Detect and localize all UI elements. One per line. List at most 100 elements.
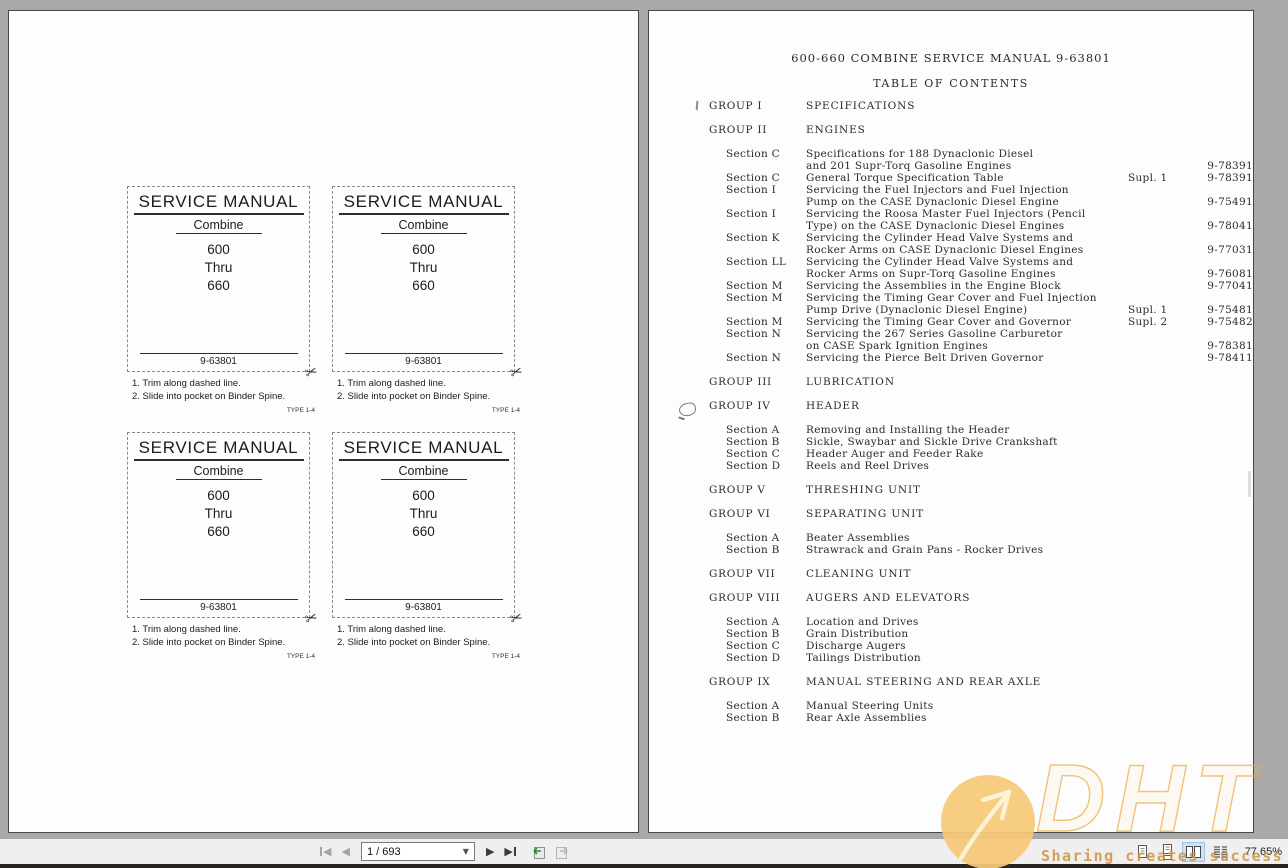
card-instructions: 1. Trim along dashed line. 2. Slide into … <box>127 378 317 403</box>
toc-label: Section I <box>726 208 777 220</box>
toc-group-row: GROUP V THRESHING UNIT <box>709 484 1253 496</box>
toc-label: GROUP I <box>709 100 763 112</box>
toc-label: Section N <box>726 352 782 364</box>
toc-supplement <box>1128 328 1201 340</box>
toc-supplement <box>1128 148 1201 160</box>
single-page-view-button[interactable] <box>1133 843 1152 861</box>
next-view-button[interactable] <box>554 844 572 860</box>
page-number-value: 1 / 693 <box>366 845 401 858</box>
toc-number <box>1201 484 1253 496</box>
toc-number <box>1201 232 1253 244</box>
first-page-bar <box>320 847 322 856</box>
card-subtitle: Combine <box>398 218 449 232</box>
card-cut-outline: SERVICE MANUAL Combine 600 Thru 660 9-63801 ✂ <box>127 432 320 629</box>
toc-text: Specifications for 188 Dynaclonic Diesel <box>806 148 1034 160</box>
page-right: 600-660 COMBINE SERVICE MANUAL 9-63801 T… <box>648 10 1254 833</box>
toc-text: Location and Drives <box>806 616 919 628</box>
toc-number <box>1201 100 1253 112</box>
toc-supplement <box>1128 712 1201 724</box>
facing-continuous-icon <box>1213 845 1227 858</box>
toc-supplement <box>1128 292 1201 304</box>
card-subtitle-rule <box>175 233 262 234</box>
previous-view-button[interactable] <box>529 844 547 860</box>
toc-label: Section M <box>726 292 783 304</box>
first-page-button[interactable]: ◀ <box>314 842 336 862</box>
toc-supplement <box>1128 124 1201 136</box>
continuous-view-button[interactable] <box>1158 843 1177 861</box>
toc-section-row: and 201 Supr-Torq Gasoline Engines 9-7839… <box>709 160 1253 172</box>
toc-number <box>1201 640 1253 652</box>
bottom-strip <box>0 864 1288 868</box>
toc-label: Section A <box>726 532 780 544</box>
toc-number: 9-77041 <box>1207 280 1253 292</box>
zoom-level[interactable]: 77.65% <box>1244 845 1282 858</box>
page-left: SERVICE MANUAL Combine 600 Thru 660 9-63801 ✂ 1… <box>8 10 639 833</box>
card-title: SERVICE MANUAL <box>343 438 504 457</box>
card-subtitle-rule <box>175 479 262 480</box>
toc-section-row: Section B Sickle, Swaybar and Sickle Driv… <box>709 436 1253 448</box>
next-page-arrow-icon: ▶ <box>485 845 495 858</box>
toc-supplement <box>1128 280 1201 292</box>
toc-number <box>1201 208 1253 220</box>
toc-section-row: Pump Drive (Dynaclonic Diesel Engine) Sup… <box>709 304 1253 316</box>
toc-number <box>1201 592 1253 604</box>
toc-number <box>1201 616 1253 628</box>
toc-supplement <box>1128 232 1201 244</box>
previous-page-button[interactable]: ◀ <box>336 842 354 862</box>
card-type-label: TYPE 1-4 <box>286 653 315 660</box>
card-model-range: 600 Thru 660 <box>128 241 309 295</box>
toc-section-row: Section I Servicing the Fuel Injectors an… <box>709 184 1253 196</box>
toc-section-row: Section A Removing and Installing the Hea… <box>709 424 1253 436</box>
toc-text: AUGERS AND ELEVATORS <box>806 592 971 604</box>
facing-pages-view-button[interactable] <box>1181 841 1205 862</box>
toc-section-row: Section M Servicing the Assemblies in the… <box>709 280 1253 292</box>
next-page-button[interactable]: ▶ <box>481 842 499 862</box>
card-cut-outline: SERVICE MANUAL Combine 600 Thru 660 9-63801 ✂ <box>332 432 525 629</box>
toc-label <box>709 268 806 280</box>
toc-number <box>1201 124 1253 136</box>
toc-text: Servicing the Fuel Injectors and Fuel In… <box>806 184 1069 196</box>
toc-text: Rear Axle Assemblies <box>806 712 927 724</box>
card-footer: 9-63801 <box>128 353 309 367</box>
page-number-input[interactable]: 1 / 693 ▼ <box>360 842 475 861</box>
scan-smudge <box>1248 471 1251 497</box>
toc-number: 9-78381 <box>1207 340 1253 352</box>
card-type-label: TYPE 1-4 <box>286 407 315 414</box>
toc-section-row: Section M Servicing the Timing Gear Cover… <box>709 316 1253 328</box>
card-model-line: 660 <box>412 524 435 539</box>
card-type-label: TYPE 1-4 <box>491 653 520 660</box>
toc-number <box>1201 544 1253 556</box>
toc-label: Section K <box>726 232 780 244</box>
toc-text: HEADER <box>806 400 860 412</box>
facing-continuous-view-button[interactable] <box>1210 843 1231 861</box>
card-title: SERVICE MANUAL <box>138 192 299 211</box>
toc-supplement <box>1128 628 1201 640</box>
card-model-line: 660 <box>412 278 435 293</box>
toc-section-row: Section C Discharge Augers <box>709 640 1253 652</box>
single-page-icon <box>1137 844 1147 858</box>
toc-section-row: Section A Location and Drives <box>709 616 1253 628</box>
toc-label: Section A <box>726 700 780 712</box>
toc-section-row: Section I Servicing the Roosa Master Fuel… <box>709 208 1253 220</box>
toc-label: Section C <box>726 148 781 160</box>
toc-supplement <box>1128 352 1201 364</box>
toc-number <box>1201 292 1253 304</box>
toc-text: LUBRICATION <box>806 376 895 388</box>
toc-number <box>1201 376 1253 388</box>
page-dropdown-caret-icon[interactable]: ▼ <box>462 847 469 856</box>
toc-text: Servicing the Timing Gear Cover and Gove… <box>806 316 1072 328</box>
toc-text: Reels and Reel Drives <box>806 460 930 472</box>
card-footer: 9-63801 <box>128 599 309 613</box>
toc-supplement <box>1128 160 1201 172</box>
toc-number <box>1201 712 1253 724</box>
toc-supplement: Supl. 2 <box>1128 316 1168 328</box>
last-page-button[interactable]: ▶ <box>499 842 521 862</box>
toc-section-row: Section N Servicing the Pierce Belt Drive… <box>709 352 1253 364</box>
next-view-icon <box>555 846 568 859</box>
card-instructions: 1. Trim along dashed line. 2. Slide into … <box>332 378 522 403</box>
toc-number <box>1201 628 1253 640</box>
toc-number <box>1201 508 1253 520</box>
toc-number: 9-75481 <box>1207 304 1253 316</box>
toc-number: 9-78411 <box>1207 352 1253 364</box>
card-subtitle: Combine <box>193 464 244 478</box>
